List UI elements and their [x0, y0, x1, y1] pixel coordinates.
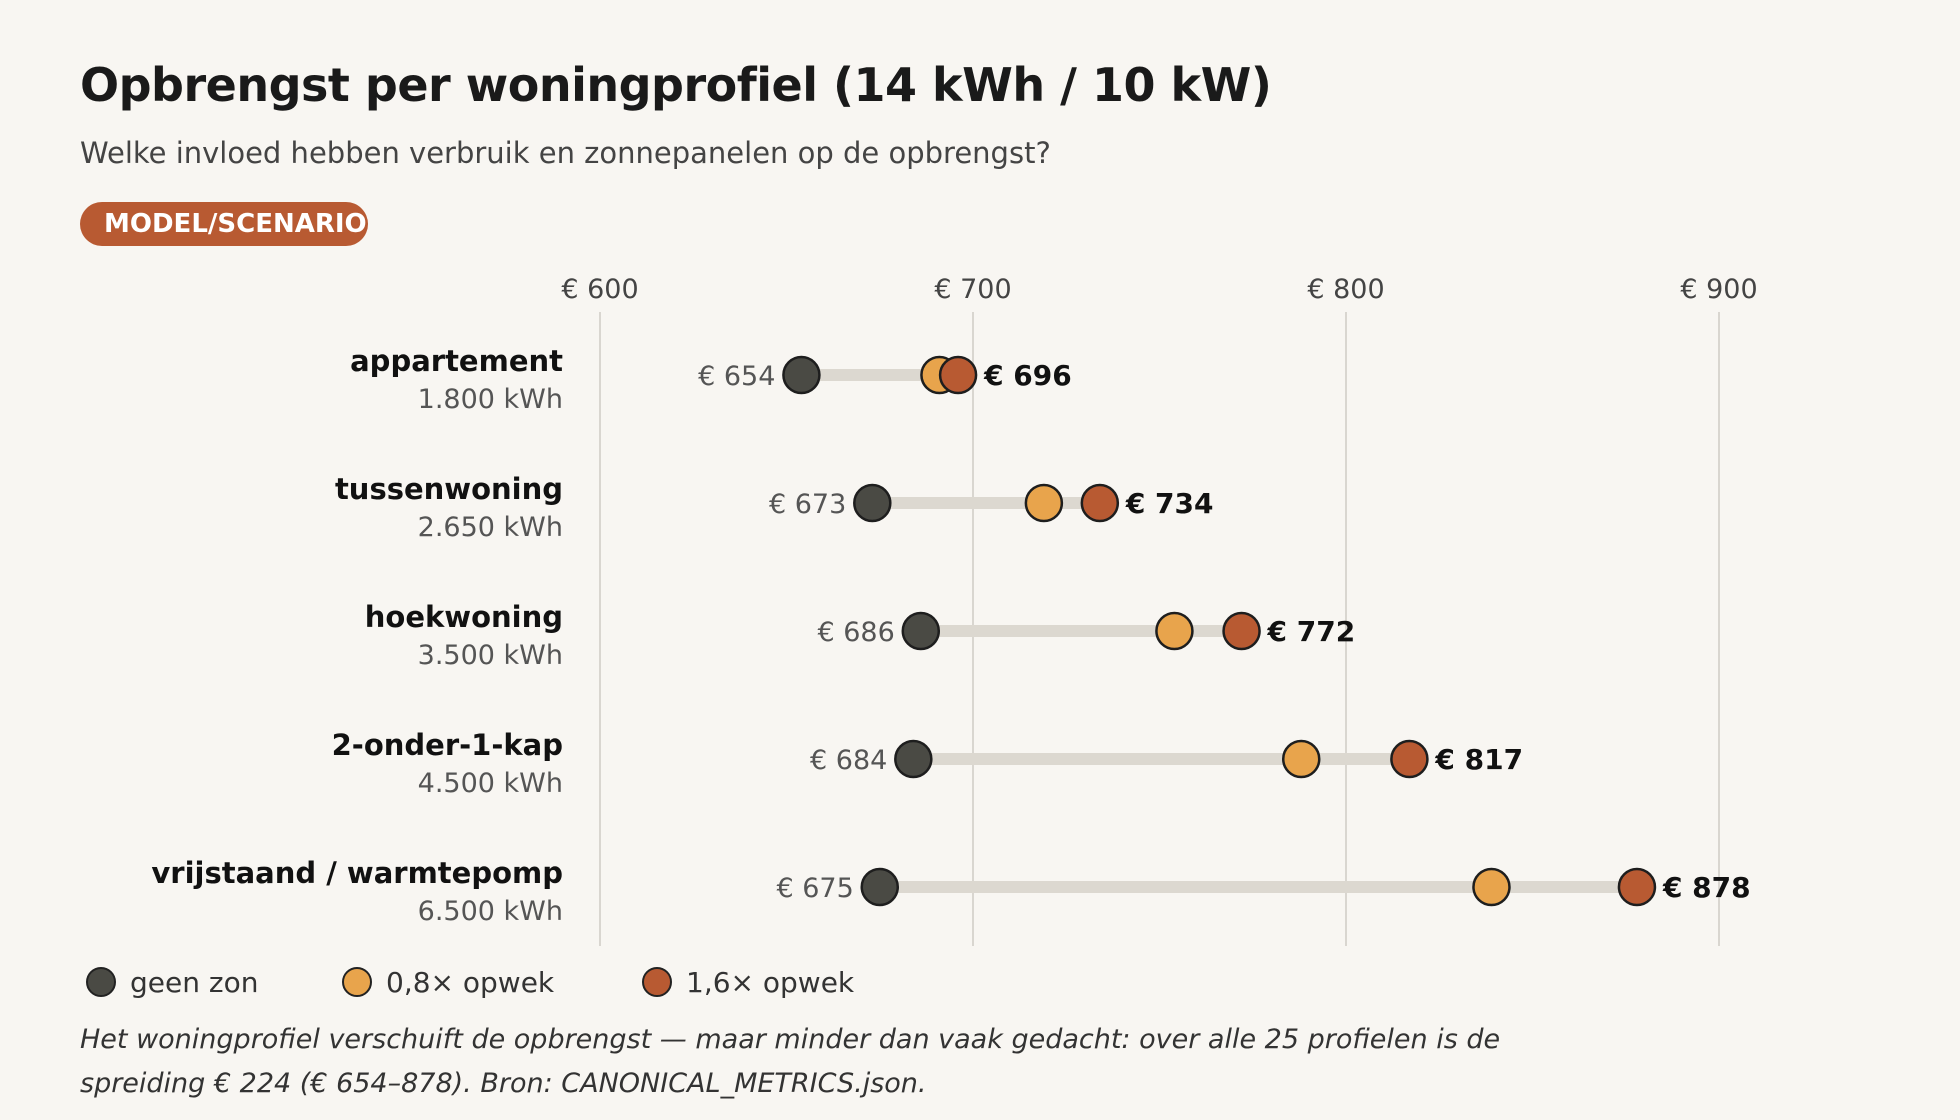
tick-label-700: € 700 — [934, 274, 1011, 305]
point-1-6-opwek-tussenwoning — [1080, 483, 1120, 523]
point-0-8-opwek-tussenwoning — [1024, 483, 1064, 523]
value-label-min-appartement: € 654 — [698, 361, 775, 392]
row-sublabel-appartement: 1.800 kWh — [418, 384, 563, 415]
point-1-6-opwek-appartement — [938, 355, 978, 395]
value-labels: € 654 € 696 € 673 € 734 € 686 € 772 € 684 € 817… — [698, 359, 1751, 904]
value-label-min-2-onder-1-kap: € 684 — [810, 745, 887, 776]
tick-label-600: € 600 — [561, 274, 638, 305]
chart-title: Opbrengst per woningprofiel (14 kWh / 10… — [80, 58, 1272, 112]
point-1-6-opwek-hoekwoning — [1222, 611, 1261, 651]
value-label-min-vrijstaand-warmtepomp: € 675 — [776, 873, 853, 904]
value-label-max-vrijstaand-warmtepomp: € 878 — [1662, 871, 1751, 904]
row-label-vrijstaand-warmtepomp: vrijstaand / warmtepomp — [151, 856, 563, 890]
row-label-hoekwoning: hoekwoning — [365, 600, 563, 634]
legend-item-1-6-opwek: 1,6× opwek — [642, 966, 854, 999]
legend-label-geen-zon: geen zon — [130, 965, 259, 999]
legend-item-0-8-opwek: 0,8× opwek — [342, 966, 642, 999]
chart-subtitle: Welke invloed hebben verbruik en zonnepa… — [80, 136, 1051, 170]
point-0-8-opwek-vrijstaand-warmtepomp — [1472, 867, 1511, 907]
legend-item-geen-zon: geen zon — [86, 966, 342, 999]
legend-swatch-geen-zon — [86, 967, 116, 997]
value-label-max-tussenwoning: € 734 — [1125, 487, 1214, 520]
point-1-6-opwek-2-onder-1-kap — [1390, 739, 1429, 779]
point-geen-zon-2-onder-1-kap — [894, 739, 933, 779]
point-0-8-opwek-2-onder-1-kap — [1281, 739, 1321, 779]
row-label-appartement: appartement — [350, 344, 563, 378]
legend-label-1-6-opwek: 1,6× opwek — [686, 965, 855, 999]
legend-swatch-0-8-opwek — [342, 967, 372, 997]
row-sublabel-hoekwoning: 3.500 kWh — [418, 640, 563, 671]
row-sublabel-vrijstaand-warmtepomp: 6.500 kWh — [418, 896, 563, 927]
legend-swatch-1-6-opwek — [642, 967, 672, 997]
data-points — [782, 355, 1657, 907]
point-geen-zon-tussenwoning — [853, 483, 892, 523]
point-0-8-opwek-hoekwoning — [1155, 611, 1194, 651]
scenario-badge: MODEL/SCENARIO — [80, 202, 368, 246]
value-label-min-hoekwoning: € 686 — [817, 617, 894, 648]
value-label-max-appartement: € 696 — [983, 359, 1072, 392]
tick-label-900: € 900 — [1680, 274, 1757, 305]
row-sublabel-tussenwoning: 2.650 kWh — [418, 512, 563, 543]
legend: geen zon 0,8× opwek 1,6× opwek — [86, 960, 854, 1004]
point-geen-zon-appartement — [782, 355, 821, 395]
value-label-max-hoekwoning: € 772 — [1267, 615, 1356, 648]
value-label-max-2-onder-1-kap: € 817 — [1434, 743, 1523, 776]
row-labels: appartement 1.800 kWh tussenwoning 2.650 kW… — [151, 344, 563, 927]
footnote: Het woningprofiel verschuift de opbrengs… — [80, 1024, 1501, 1099]
row-label-tussenwoning: tussenwoning — [335, 472, 563, 506]
tick-label-800: € 800 — [1307, 274, 1384, 305]
value-label-min-tussenwoning: € 673 — [769, 489, 846, 520]
point-geen-zon-vrijstaand-warmtepomp — [860, 867, 899, 907]
x-axis-ticks: € 600 € 700 € 800 € 900 — [561, 274, 1757, 305]
row-sublabel-2-onder-1-kap: 4.500 kWh — [418, 768, 563, 799]
legend-label-0-8-opwek: 0,8× opwek — [386, 965, 555, 999]
point-1-6-opwek-vrijstaand-warmtepomp — [1617, 867, 1657, 907]
point-geen-zon-hoekwoning — [901, 611, 941, 651]
row-label-2-onder-1-kap: 2-onder-1-kap — [332, 728, 563, 762]
